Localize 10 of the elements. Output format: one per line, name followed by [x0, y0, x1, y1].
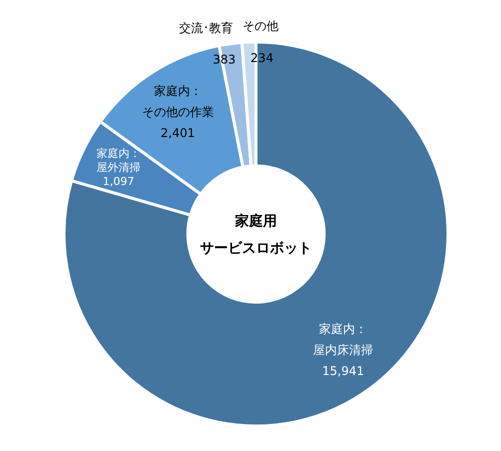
slice-label: 家庭内：その他の作業	[142, 84, 214, 119]
data-label: 2,401	[160, 126, 196, 140]
slice-label: 家庭内：屋内床清掃	[313, 322, 374, 357]
slice-label: その他	[242, 19, 279, 34]
data-label: 383	[212, 52, 236, 67]
data-label: 1,097	[102, 174, 134, 188]
slice-label: 交流･教育	[178, 20, 233, 35]
data-label: 15,941	[322, 364, 364, 378]
slice-label: 家庭内：屋外清掃	[96, 146, 140, 174]
text: 家庭用サービスロボット	[200, 212, 312, 256]
